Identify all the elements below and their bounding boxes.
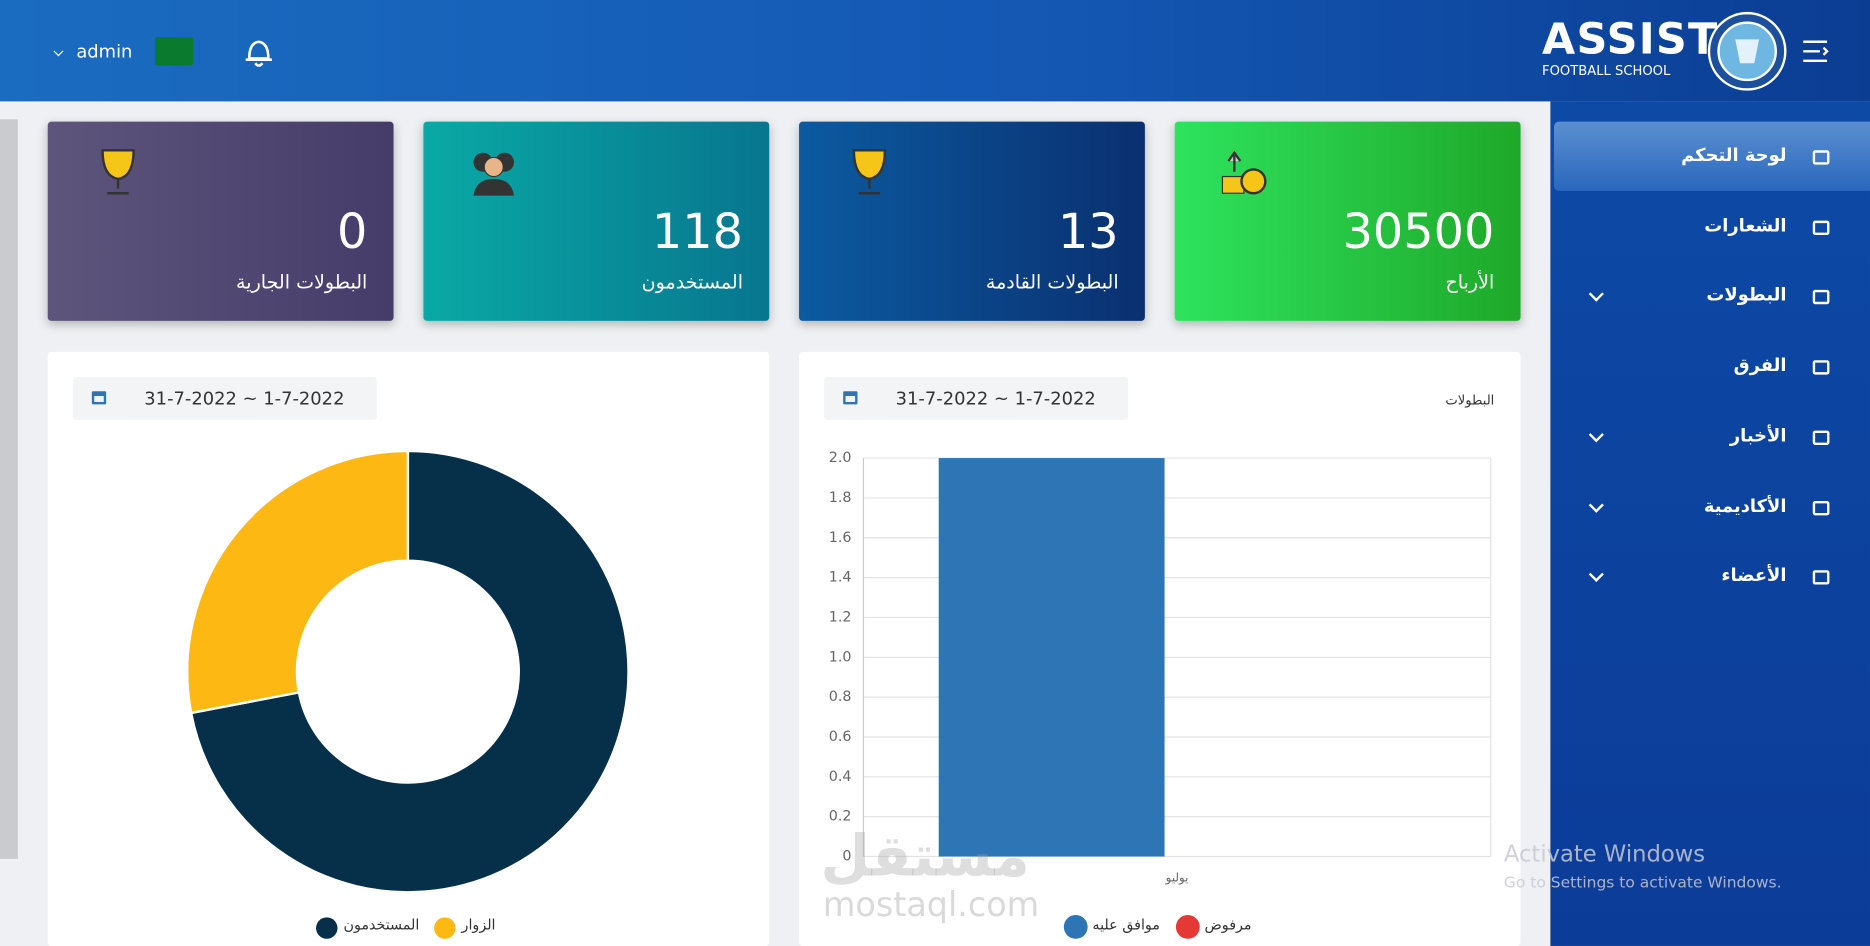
date-range: 31-7-2022 ~ 1-7-2022	[895, 387, 1096, 410]
y-tick-label: 0.8	[829, 689, 852, 705]
stat-value: 0	[336, 205, 368, 261]
date-picker[interactable]: 31-7-2022 ~ 1-7-2022	[824, 376, 1129, 420]
nav-item[interactable]: الأكاديمية	[1703, 494, 1787, 516]
y-tick-label: 1.4	[829, 570, 852, 586]
nav-icon	[1812, 150, 1830, 165]
nav-item[interactable]: الفرق	[1733, 354, 1787, 376]
nav-icon	[1812, 290, 1830, 305]
legend-label: مرفوض	[1205, 918, 1252, 934]
bar	[938, 458, 1165, 857]
nav-icon	[1812, 220, 1830, 235]
stat-card[interactable]: 30500 الأرباح	[1174, 121, 1521, 321]
watermark-en: mostaql.com	[822, 885, 1040, 925]
chart-title: البطولات	[1445, 393, 1494, 408]
stat-value: 13	[1057, 205, 1119, 261]
legend-label: موافق عليه	[1092, 918, 1160, 934]
nav-item[interactable]: الأعضاء	[1721, 564, 1787, 586]
user-name[interactable]: admin	[76, 40, 133, 63]
stat-label: البطولات القادمة	[985, 270, 1119, 294]
nav-item[interactable]: الشعارات	[1704, 214, 1787, 236]
y-tick-label: 0.6	[829, 729, 852, 745]
legend-swatch	[1175, 914, 1200, 939]
y-tick-label: 2.0	[829, 450, 852, 466]
nav-icon	[1812, 570, 1830, 585]
active-item-bg	[1553, 121, 1870, 191]
brand-title: ASSIST	[1542, 15, 1719, 65]
y-tick-label: 0	[842, 849, 851, 865]
nav-item[interactable]: الأخبار	[1729, 424, 1787, 446]
stat-label: المستخدمون	[641, 270, 743, 294]
language-flag[interactable]	[155, 36, 194, 66]
brand-subtitle: FOOTBALL SCHOOL	[1542, 63, 1671, 79]
legend-label: المستخدمون	[343, 918, 419, 934]
stat-card[interactable]: 0 البطولات الجارية	[47, 121, 394, 321]
os-notice-text: Go to Settings to activate Windows.	[1503, 874, 1782, 893]
legend-swatch	[1063, 914, 1088, 939]
users-icon	[473, 152, 515, 196]
legend-swatch	[434, 917, 456, 939]
y-tick-label: 1.6	[829, 530, 852, 546]
stat-label: الأرباح	[1445, 270, 1495, 294]
nav-item[interactable]: لوحة التحكم	[1681, 144, 1787, 166]
trophy-icon	[852, 149, 887, 195]
pie-slice	[186, 449, 410, 715]
date-picker[interactable]: 31-7-2022 ~ 1-7-2022	[72, 376, 377, 420]
y-tick-label: 1.8	[829, 490, 852, 506]
stat-label: البطولات الجارية	[236, 270, 368, 294]
nav-icon	[1812, 430, 1830, 445]
menu-toggle[interactable]	[1801, 38, 1832, 64]
nav-item[interactable]: البطولات	[1706, 284, 1787, 306]
legend-swatch	[316, 917, 338, 939]
watermark-ar: مستقل	[820, 823, 1030, 890]
sidebar: لوحة التحكم الشعارات البطولات الفرق الأخبار ا…	[1550, 101, 1870, 946]
money-icon	[1221, 150, 1267, 195]
stat-value: 30500	[1342, 205, 1495, 261]
top-bar: admin ASSIST FOOTBALL SCHOOL	[0, 0, 1870, 102]
nav-icon	[1812, 360, 1830, 375]
nav-icon	[1812, 500, 1830, 515]
stat-card[interactable]: 13 البطولات القادمة	[799, 121, 1145, 321]
trophy-icon	[101, 149, 135, 195]
stat-card[interactable]: 118 المستخدمون	[423, 121, 770, 321]
date-range: 31-7-2022 ~ 1-7-2022	[144, 387, 345, 410]
logo	[1707, 11, 1787, 91]
y-tick-label: 0.4	[829, 769, 852, 785]
y-tick-label: 1.0	[829, 649, 852, 665]
notification-bell[interactable]	[242, 33, 275, 69]
legend-label: الزوار	[461, 918, 496, 934]
y-tick-label: 1.2	[829, 609, 852, 625]
pie-slice	[189, 449, 630, 894]
x-tick-label: يوليو	[1165, 870, 1189, 885]
stat-value: 118	[651, 205, 743, 261]
scroll-strip	[0, 119, 18, 859]
os-notice-title: Activate Windows	[1503, 840, 1706, 868]
y-tick-label: 0.2	[829, 809, 852, 825]
